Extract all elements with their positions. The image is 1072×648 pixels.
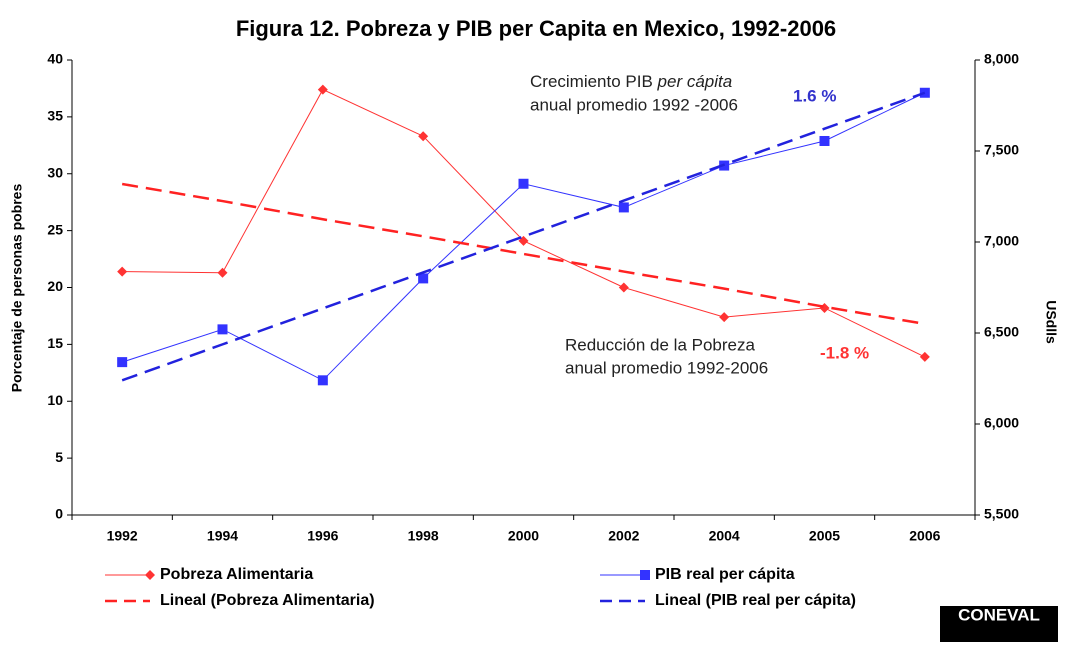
y2-axis-label: USdlls — [1043, 300, 1059, 344]
x-tick-label: 2002 — [608, 528, 639, 544]
point — [117, 266, 128, 277]
x-tick-label: 1992 — [107, 528, 138, 544]
point — [217, 324, 228, 335]
y2-tick-label: 5,500 — [984, 506, 1019, 522]
y-tick-label: 40 — [47, 51, 63, 67]
point — [819, 135, 830, 146]
y2-tick-label: 6,000 — [984, 415, 1019, 431]
trend-line — [121, 182, 926, 326]
point — [618, 282, 629, 293]
y-tick-label: 35 — [47, 108, 63, 124]
point — [418, 131, 429, 142]
y-tick-label: 5 — [55, 449, 63, 465]
chart-title: Figura 12. Pobreza y PIB per Capita en M… — [236, 16, 836, 41]
point — [618, 202, 629, 213]
legend-marker — [640, 570, 650, 580]
y-tick-label: 20 — [47, 278, 63, 294]
y2-tick-label: 7,500 — [984, 142, 1019, 158]
point — [317, 84, 328, 95]
point — [217, 267, 228, 278]
annotation: Crecimiento PIB per cápita — [530, 72, 732, 91]
y-tick-label: 30 — [47, 164, 63, 180]
y2-tick-label: 7,000 — [984, 233, 1019, 249]
x-tick-label: 2004 — [709, 528, 740, 544]
y-axis-label: Porcentaje de personas pobres — [9, 184, 25, 393]
x-tick-label: 2000 — [508, 528, 539, 544]
annotation: anual promedio 1992 -2006 — [530, 95, 738, 114]
y-tick-label: 25 — [47, 221, 63, 237]
y-tick-label: 15 — [47, 335, 63, 351]
annotation: anual promedio 1992-2006 — [565, 358, 768, 377]
legend-label: Pobreza Alimentaria — [160, 566, 313, 583]
point — [719, 312, 730, 323]
point — [317, 375, 328, 386]
y-tick-label: 0 — [55, 506, 63, 522]
y2-tick-label: 6,500 — [984, 324, 1019, 340]
legend-marker — [145, 570, 155, 580]
annotation: 1.6 % — [793, 86, 836, 105]
legend-label: Lineal (Pobreza Alimentaria) — [160, 592, 375, 609]
annotation: -1.8 % — [820, 343, 869, 362]
x-tick-label: 1996 — [307, 528, 338, 544]
y2-tick-label: 8,000 — [984, 51, 1019, 67]
y-tick-label: 10 — [47, 392, 63, 408]
point — [518, 178, 529, 189]
trend-line — [121, 91, 926, 382]
x-tick-label: 2005 — [809, 528, 840, 544]
legend-label: PIB real per cápita — [655, 566, 795, 583]
logo-box — [940, 606, 1058, 642]
point — [117, 357, 128, 368]
logo: CONEVAL — [958, 605, 1040, 624]
x-tick-label: 2006 — [909, 528, 940, 544]
point — [919, 351, 930, 362]
line — [122, 88, 926, 358]
x-tick-label: 1994 — [207, 528, 238, 544]
annotation: Reducción de la Pobreza — [565, 335, 756, 354]
point — [819, 302, 830, 313]
x-tick-label: 1998 — [408, 528, 439, 544]
legend-label: Lineal (PIB real per cápita) — [655, 592, 856, 609]
point — [418, 273, 429, 284]
